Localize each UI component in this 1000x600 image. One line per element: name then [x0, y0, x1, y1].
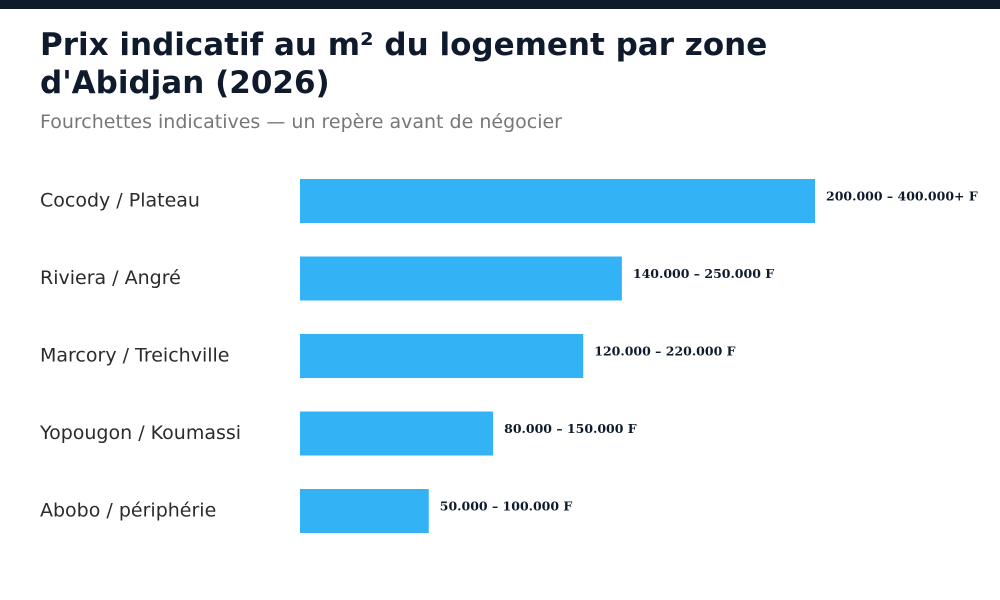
category-label: Marcory / Treichville: [40, 345, 229, 367]
bar: [300, 334, 584, 378]
value-label: 140.000 – 250.000 F: [633, 266, 774, 281]
top-accent-bar: [0, 0, 1000, 9]
category-label: Riviera / Angré: [40, 267, 181, 289]
value-label: 50.000 – 100.000 F: [440, 499, 573, 514]
chart-title: Prix indicatif au m² du logement par zon…: [40, 27, 768, 101]
category-label: Yopougon / Koumassi: [39, 422, 241, 444]
bar: [300, 411, 494, 456]
chart-subtitle: Fourchettes indicatives — un repère avan…: [40, 111, 562, 133]
bar: [300, 256, 622, 301]
value-label: 80.000 – 150.000 F: [504, 421, 637, 436]
category-label: Cocody / Plateau: [40, 190, 200, 212]
value-label: 120.000 – 220.000 F: [594, 344, 735, 359]
value-label: 200.000 – 400.000+ F: [826, 189, 978, 204]
category-label: Abobo / périphérie: [40, 500, 216, 522]
bar: [300, 179, 815, 223]
bar: [300, 489, 429, 533]
